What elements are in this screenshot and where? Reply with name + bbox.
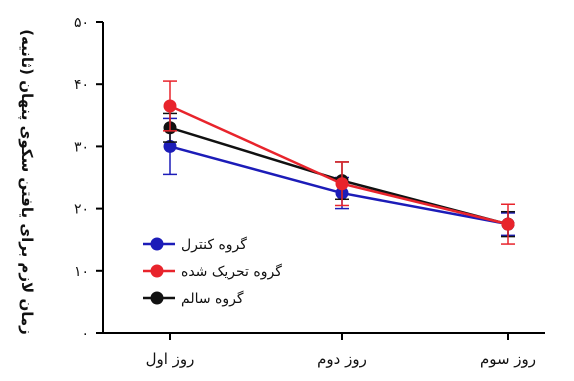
y-tick-label: ۱۰ <box>74 264 89 280</box>
legend-swatch-marker <box>150 264 164 278</box>
legend-label: گروه تحریک شده <box>181 263 282 280</box>
series-2 <box>163 80 515 245</box>
data-point <box>163 99 177 113</box>
legend-item: گروه سالم <box>143 290 244 307</box>
series-layer <box>163 80 515 245</box>
x-tick-label: روز سوم <box>480 350 536 368</box>
y-tick-label: ۵۰ <box>74 15 89 31</box>
y-tick-label: ۳۰ <box>74 139 89 155</box>
x-axis-ticks: روز اول روز دوم روز سوم <box>146 333 536 368</box>
axes <box>102 22 545 334</box>
legend-label: گروه کنترل <box>181 236 247 253</box>
y-axis-title-group: زمان لازم برای یافتن سکوی پنهان (ثانیه) <box>17 29 36 335</box>
legend-swatch-marker <box>150 291 164 305</box>
x-tick-label: روز اول <box>146 350 195 368</box>
legend-swatch-marker <box>150 237 164 251</box>
data-point <box>501 217 515 231</box>
series-3 <box>163 112 515 238</box>
y-axis-title: زمان لازم برای یافتن سکوی پنهان (ثانیه) <box>17 29 36 335</box>
y-tick-label: ۴۰ <box>74 77 89 93</box>
series-line <box>169 104 509 226</box>
y-tick-label: ۲۰ <box>74 202 89 218</box>
data-point <box>335 177 349 191</box>
x-tick-label: روز دوم <box>317 350 367 368</box>
legend: گروه کنترل گروه تحریک شده گروه سالم <box>143 236 282 307</box>
y-tick-label: ۰ <box>81 326 89 342</box>
y-axis-ticks: ۰ ۱۰ ۲۰ ۳۰ ۴۰ ۵۰ <box>74 15 103 342</box>
legend-item: گروه کنترل <box>143 236 247 253</box>
data-point <box>163 139 177 153</box>
legend-item: گروه تحریک شده <box>143 263 282 280</box>
legend-label: گروه سالم <box>181 290 244 307</box>
